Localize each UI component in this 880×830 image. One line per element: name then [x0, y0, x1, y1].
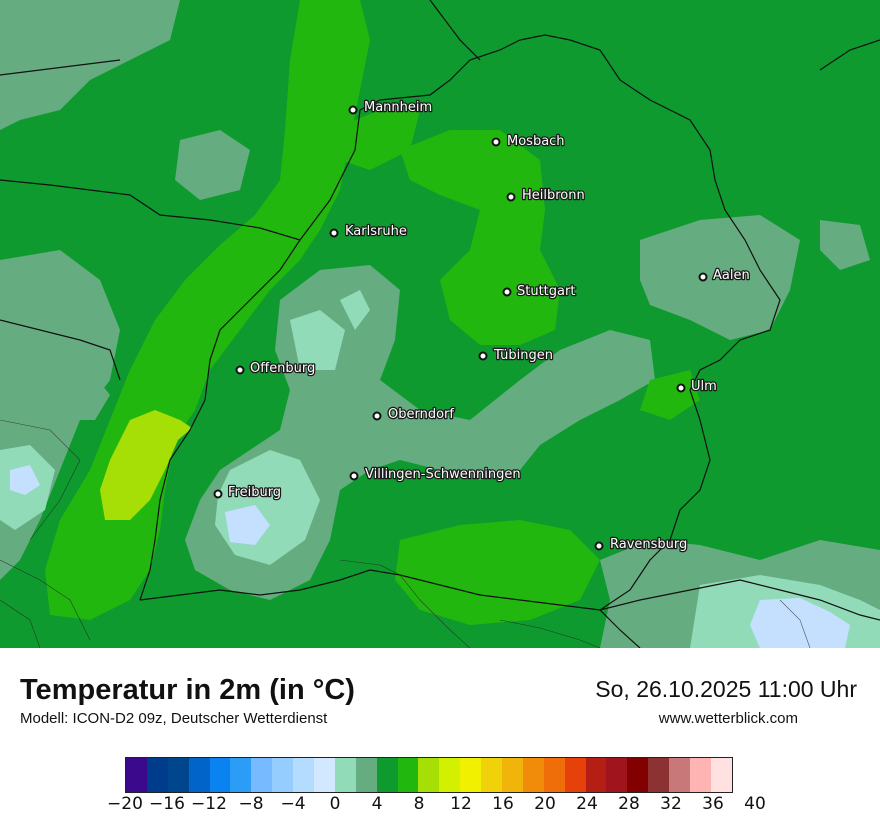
footer: Temperatur in 2m (in °C) Modell: ICON-D2… — [0, 648, 880, 830]
map-svg: Mannheim Mosbach Heilbronn Karlsruhe Aal… — [0, 0, 880, 648]
legend-swatch — [439, 758, 461, 792]
legend-swatch — [606, 758, 628, 792]
city-oberndorf: Oberndorf — [372, 406, 456, 423]
forecast-datetime: So, 26.10.2025 11:00 Uhr — [595, 676, 857, 702]
legend-tick-label: 40 — [744, 794, 766, 814]
legend-swatch — [230, 758, 252, 792]
temperature-map: Mannheim Mosbach Heilbronn Karlsruhe Aal… — [0, 0, 880, 648]
city-karlsruhe: Karlsruhe — [329, 223, 408, 240]
legend-swatch — [418, 758, 440, 792]
legend-ticks: −20 −16 −12 −8 −4 0 4 8 12 16 20 24 28 32 36 40 — [0, 794, 880, 818]
legend-swatch — [627, 758, 649, 792]
color-scale-legend — [125, 757, 733, 793]
city-mannheim: Mannheim — [348, 99, 433, 116]
lime-zone — [100, 410, 192, 520]
legend-swatch — [188, 758, 210, 792]
svg-text:Stuttgart: Stuttgart — [517, 284, 575, 299]
svg-text:Oberndorf: Oberndorf — [388, 407, 454, 422]
legend-swatch — [355, 758, 377, 792]
legend-tick-label: −4 — [280, 794, 306, 814]
legend-swatch — [293, 758, 315, 792]
legend-swatch — [397, 758, 419, 792]
legend-swatch — [690, 758, 711, 792]
svg-text:Heilbronn: Heilbronn — [522, 188, 585, 203]
legend-swatch — [502, 758, 523, 792]
region-lines — [0, 419, 811, 648]
city-heilbronn: Heilbronn — [506, 187, 586, 204]
legend-tick-label: 4 — [371, 794, 383, 814]
svg-text:Freiburg: Freiburg — [228, 485, 281, 500]
map-title: Temperatur in 2m (in °C) — [20, 674, 355, 706]
city-villingen-schwenningen: Villingen-Schwenningen — [349, 466, 522, 483]
legend-tick-label: −8 — [238, 794, 264, 814]
legend-swatch — [376, 758, 398, 792]
svg-text:Aalen: Aalen — [713, 268, 750, 283]
svg-text:Tübingen: Tübingen — [493, 348, 553, 363]
legend-swatch — [167, 758, 189, 792]
legend-tick-label: 24 — [576, 794, 598, 814]
legend-swatch — [564, 758, 586, 792]
legend-swatch — [460, 758, 482, 792]
svg-text:Ravensburg: Ravensburg — [610, 537, 687, 552]
legend-swatch — [585, 758, 607, 792]
legend-swatch — [669, 758, 691, 792]
city-offenburg: Offenburg — [235, 360, 317, 377]
pale-blue-zones — [10, 465, 850, 648]
city-mosbach: Mosbach — [491, 133, 566, 150]
city-tuebingen: Tübingen — [478, 347, 554, 364]
legend-swatch — [272, 758, 294, 792]
legend-swatch — [648, 758, 670, 792]
legend-tick-label: 0 — [329, 794, 341, 814]
website-label: www.wetterblick.com — [658, 710, 798, 727]
legend-swatch — [522, 758, 544, 792]
legend-swatch — [314, 758, 335, 792]
city-ulm: Ulm — [676, 378, 718, 395]
svg-text:Mannheim: Mannheim — [364, 100, 432, 115]
legend-tick-label: −12 — [191, 794, 227, 814]
legend-tick-label: 28 — [618, 794, 640, 814]
legend-tick-label: 36 — [702, 794, 724, 814]
legend-swatch — [481, 758, 503, 792]
city-markers: Mannheim Mosbach Heilbronn Karlsruhe Aal… — [213, 99, 751, 553]
legend-swatch — [126, 758, 147, 792]
svg-text:Ulm: Ulm — [691, 379, 717, 394]
legend-tick-label: −16 — [149, 794, 185, 814]
legend-swatch — [334, 758, 356, 792]
legend-tick-label: 12 — [450, 794, 472, 814]
legend-swatch — [710, 758, 732, 792]
svg-text:Mosbach: Mosbach — [507, 134, 565, 149]
legend-tick-label: 16 — [492, 794, 514, 814]
legend-swatch — [209, 758, 231, 792]
svg-text:Villingen-Schwenningen: Villingen-Schwenningen — [365, 467, 521, 482]
city-ravensburg: Ravensburg — [594, 536, 689, 553]
svg-text:Karlsruhe: Karlsruhe — [345, 224, 407, 239]
legend-swatch — [543, 758, 565, 792]
legend-swatch — [251, 758, 273, 792]
city-aalen: Aalen — [698, 267, 751, 284]
svg-text:Offenburg: Offenburg — [250, 361, 315, 376]
legend-tick-label: 20 — [534, 794, 556, 814]
city-stuttgart: Stuttgart — [502, 283, 577, 300]
city-freiburg: Freiburg — [213, 484, 282, 501]
legend-tick-label: −20 — [107, 794, 143, 814]
legend-tick-label: 8 — [413, 794, 425, 814]
legend-swatch — [146, 758, 168, 792]
model-subtitle: Modell: ICON-D2 09z, Deutscher Wetterdie… — [20, 710, 328, 727]
legend-tick-label: 32 — [660, 794, 682, 814]
